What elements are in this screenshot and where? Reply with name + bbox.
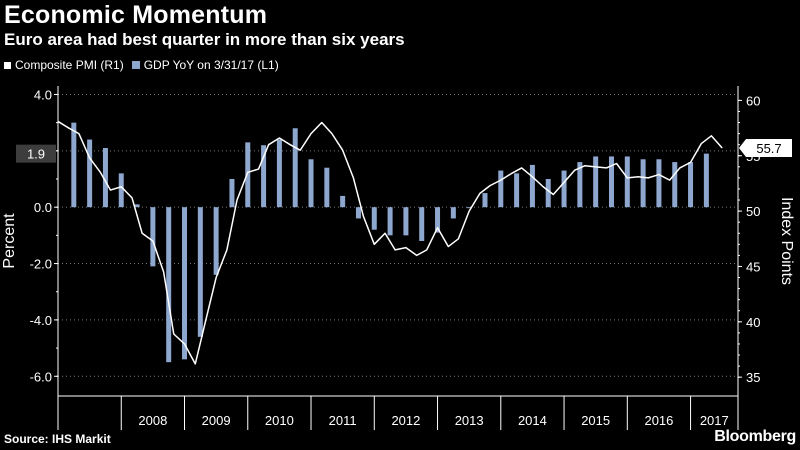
gdp-bar	[213, 207, 219, 275]
gdp-bar	[292, 128, 298, 208]
gdp-bar	[87, 139, 93, 208]
year-label: 2012	[391, 413, 420, 428]
gdp-bar	[134, 204, 140, 208]
gdp-bar	[276, 139, 282, 208]
gdp-bar	[577, 162, 583, 208]
pmi-line	[57, 120, 723, 365]
year-label: 2016	[644, 413, 673, 428]
gdp-bar	[419, 207, 425, 241]
gdp-bar	[340, 195, 346, 208]
right-value-label: 55.7	[756, 141, 781, 156]
left-tick-label: 4.0	[34, 87, 52, 102]
gdp-bar	[229, 179, 235, 208]
gdp-bar	[435, 207, 441, 233]
right-tick-label: 60	[746, 93, 760, 108]
gdp-bar	[608, 156, 614, 208]
right-callout-pointer	[739, 139, 746, 157]
right-value-box	[746, 139, 792, 157]
gdp-bar	[118, 173, 124, 208]
gdp-bar	[182, 207, 188, 360]
right-axis-title: Index Points	[778, 197, 795, 285]
right-tick-label: 50	[746, 204, 760, 219]
left-tick-label: -2.0	[30, 257, 52, 272]
left-value-box	[16, 144, 56, 163]
gridlines	[58, 93, 738, 377]
right-tick-label: 40	[746, 315, 760, 330]
gdp-bar	[403, 207, 409, 236]
year-label: 2008	[138, 413, 167, 428]
gdp-bar	[593, 156, 599, 208]
chart-subtitle: Euro area had best quarter in more than …	[4, 30, 405, 49]
left-tick-label: -6.0	[30, 369, 52, 384]
left-axis-title: Percent	[1, 213, 18, 269]
gdp-bar	[703, 153, 709, 208]
gdp-bar	[640, 159, 646, 208]
left-tick-label: -4.0	[30, 313, 52, 328]
gdp-bar	[450, 207, 456, 219]
gdp-bar	[561, 170, 567, 208]
gdp-bar	[498, 170, 504, 208]
gdp-bar	[672, 162, 678, 208]
right-tick-label: 35	[746, 370, 760, 385]
pmi-line-group	[57, 120, 723, 365]
gdp-bar	[624, 156, 630, 208]
bloomberg-logo: Bloomberg	[714, 428, 796, 445]
gdp-bar	[482, 193, 488, 208]
gdp-bar	[387, 207, 393, 236]
gdp-bar	[197, 207, 203, 337]
gdp-bars	[71, 122, 709, 363]
gdp-bar	[150, 207, 156, 267]
gdp-bar	[166, 207, 172, 363]
gdp-bar	[466, 207, 472, 209]
gdp-bar	[261, 145, 267, 208]
gdp-bar	[324, 167, 330, 208]
gdp-bar	[688, 162, 694, 208]
legend-item-pmi: Composite PMI (R1)	[4, 58, 124, 72]
left-value-label: 1.9	[27, 147, 45, 162]
source-note: Source: IHS Markit	[4, 432, 111, 446]
gdp-bar	[371, 207, 377, 230]
year-label: 2014	[518, 413, 547, 428]
legend-swatch-bar	[131, 61, 140, 69]
gdp-bar	[545, 179, 551, 208]
gdp-bar	[529, 164, 535, 208]
axes: 4.02.00.0-2.0-4.0-6.06055504540352008200…	[1, 86, 795, 430]
year-label: 2009	[202, 413, 231, 428]
left-tick-label: 0.0	[34, 200, 52, 215]
gdp-bar	[245, 142, 251, 208]
chart-title: Economic Momentum	[4, 1, 268, 29]
gdp-bar	[71, 122, 77, 208]
year-label: 2011	[329, 413, 357, 428]
gdp-bar	[514, 173, 520, 208]
right-tick-label: 45	[746, 259, 760, 274]
year-label: 2013	[455, 413, 484, 428]
gdp-bar	[656, 159, 662, 208]
legend-label-pmi: Composite PMI (R1)	[15, 58, 124, 72]
year-label: 2015	[581, 413, 610, 428]
year-label: 2017	[700, 413, 729, 428]
gdp-bar	[102, 148, 108, 208]
legend-item-gdp: GDP YoY on 3/31/17 (L1)	[131, 58, 279, 72]
legend-swatch-line	[4, 61, 11, 69]
legend-label-gdp: GDP YoY on 3/31/17 (L1)	[143, 58, 279, 72]
gdp-bar	[355, 207, 361, 219]
gdp-bar	[308, 159, 314, 208]
year-label: 2010	[265, 413, 294, 428]
legend: Composite PMI (R1) GDP YoY on 3/31/17 (L…	[4, 58, 279, 72]
